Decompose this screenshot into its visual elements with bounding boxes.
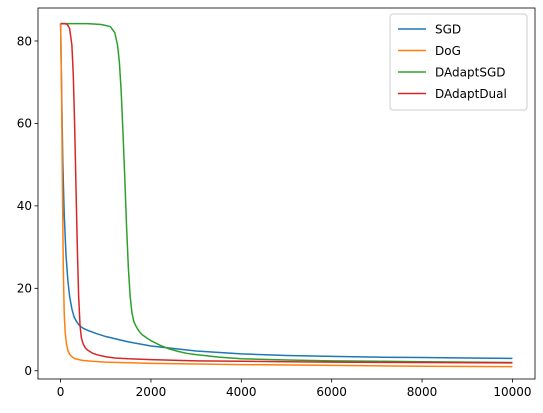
y-tick-label: 20 [17, 282, 32, 296]
axes-frame [37, 7, 536, 380]
y-tick-label: 80 [17, 34, 32, 48]
x-tick-label: 8000 [407, 385, 438, 399]
x-axis-ticks: 0 2000 4000 6000 8000 10000 [57, 379, 532, 399]
x-tick-label: 0 [57, 385, 65, 399]
x-tick-label: 10000 [493, 385, 531, 399]
series-layer [59, 22, 513, 368]
series-line-dadaptdual [60, 22, 513, 364]
legend: SGD DoG DAdaptSGD DAdaptDual [389, 13, 528, 111]
series-line-dog [59, 23, 513, 368]
legend-label-sgd: SGD [435, 22, 461, 36]
y-axis-ticks: 0 20 40 60 80 [17, 34, 38, 378]
series-line-sgd [59, 23, 513, 360]
legend-label-dadaptsgd: DAdaptSGD [435, 65, 505, 79]
legend-label-dadaptdual: DAdaptDual [435, 87, 507, 101]
x-tick-label: 2000 [136, 385, 167, 399]
y-tick-label: 0 [24, 364, 32, 378]
y-tick-label: 40 [17, 199, 32, 213]
legend-box [389, 13, 528, 111]
x-tick-label: 4000 [226, 385, 257, 399]
x-tick-label: 6000 [316, 385, 347, 399]
legend-label-dog: DoG [435, 44, 461, 58]
y-tick-label: 60 [17, 117, 32, 131]
series-line-dadaptsgd [60, 22, 513, 364]
